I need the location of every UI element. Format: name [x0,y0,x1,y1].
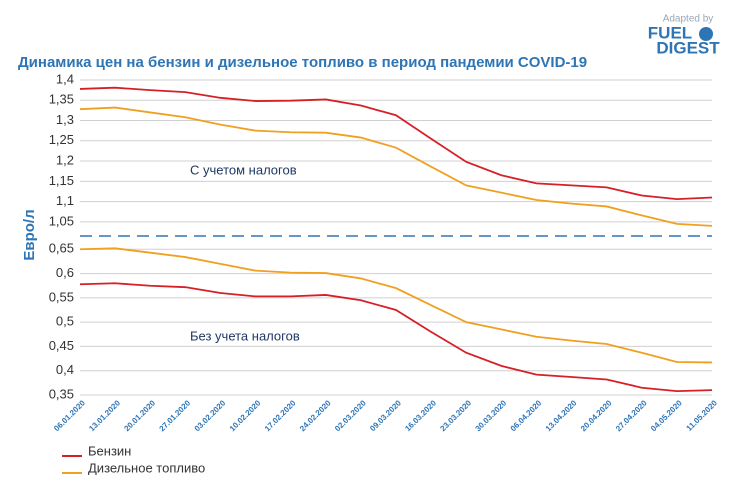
logo-text: DIGEST [656,38,720,57]
y-tick-label: 1,4 [56,71,74,86]
y-tick-label: 0,35 [49,386,74,401]
legend-label: Дизельное топливо [88,460,205,475]
y-tick-label: 1,2 [56,152,74,167]
annotation: Без учета налогов [190,328,300,343]
line-series [79,106,713,227]
logo-text: FUEL [648,23,692,42]
y-tick-label: 1,3 [56,112,74,127]
y-tick-label: 1,1 [56,193,74,208]
y-tick-label: 1,15 [49,173,74,188]
y-tick-label: 0,6 [56,265,74,280]
line-series [79,282,713,393]
y-tick-label: 0,55 [49,289,74,304]
y-axis-label: Евро/л [21,209,38,260]
chart-title: Динамика цен на бензин и дизельное топли… [18,54,587,71]
logo-text: Adapted by [663,14,714,25]
y-tick-label: 0,65 [49,241,74,256]
line-series [79,86,713,201]
y-tick-label: 0,4 [56,362,74,377]
legend-label: Бензин [88,443,131,458]
logo-drop [699,27,713,41]
y-tick-label: 0,45 [49,338,74,353]
line-series [79,247,713,364]
y-tick-label: 1,05 [49,213,74,228]
y-tick-label: 0,5 [56,314,74,329]
annotation: С учетом налогов [190,162,297,177]
y-tick-label: 1,25 [49,132,74,147]
y-tick-label: 1,35 [49,92,74,107]
